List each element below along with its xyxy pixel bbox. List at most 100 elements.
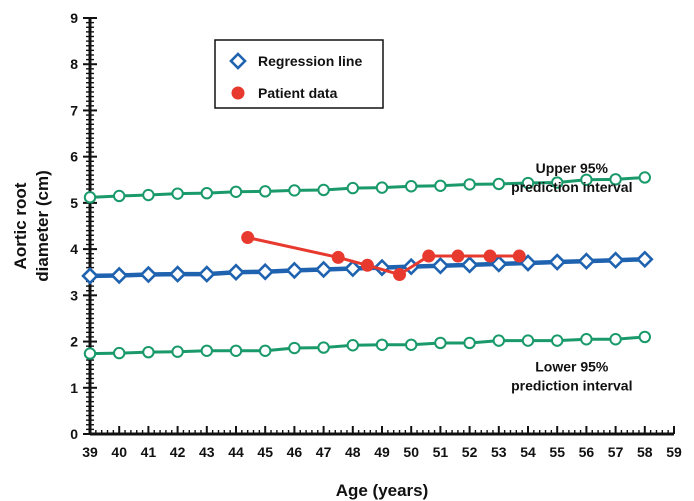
y-tick-label: 7 — [70, 102, 78, 118]
series-layer — [81, 171, 654, 360]
legend-dot-marker — [231, 86, 245, 100]
patient-series — [241, 231, 526, 282]
x-tick-label: 54 — [520, 444, 536, 460]
y-tick-label: 1 — [70, 380, 78, 396]
x-tick-label: 51 — [433, 444, 449, 460]
lower-interval-series-marker — [580, 333, 593, 346]
upper-interval-series-marker — [375, 181, 389, 194]
regression-series-marker — [343, 259, 362, 278]
lower-interval-series-marker — [259, 344, 272, 357]
y-tick-label: 4 — [70, 241, 78, 257]
lower-interval-series-marker — [609, 333, 622, 346]
x-tick-label: 48 — [345, 444, 361, 460]
upper-interval-series-marker — [200, 186, 214, 200]
upper-interval-series-marker — [638, 171, 651, 184]
lower-interval-series-marker — [142, 345, 155, 359]
regression-series-marker — [168, 265, 187, 283]
upper-interval-label: Upper 95% prediction interval — [511, 160, 632, 195]
x-tick-label: 40 — [111, 444, 127, 460]
lower-interval-series-marker — [521, 334, 535, 347]
y-tick-label: 3 — [70, 287, 78, 303]
patient-series-marker — [241, 231, 255, 245]
annotation-line: Lower 95% — [535, 359, 609, 375]
upper-interval-series-marker — [580, 173, 593, 186]
lower-interval-series-marker — [83, 347, 97, 360]
x-tick-label: 53 — [491, 444, 507, 460]
upper-interval-series-marker — [229, 185, 243, 198]
lower-interval-series-marker — [375, 338, 389, 351]
lower-interval-series-marker — [551, 334, 564, 347]
patient-series-marker — [393, 268, 407, 282]
y-axis-title-line: diameter (cm) — [33, 170, 52, 281]
regression-series-marker — [314, 260, 333, 279]
regression-series-marker — [227, 263, 245, 282]
y-axis-title: Aortic root diameter (cm) — [11, 170, 52, 281]
lower-interval-label: Lower 95% prediction interval — [511, 359, 632, 394]
x-tick-label: 43 — [199, 444, 215, 460]
annotation-line: prediction interval — [511, 179, 632, 195]
upper-interval-series-marker — [463, 178, 476, 191]
lower-interval-series-marker — [463, 336, 476, 350]
legend-label-regression: Regression line — [258, 53, 362, 69]
regression-series-marker — [256, 262, 275, 281]
regression-series-marker — [489, 255, 508, 273]
lower-interval-series-marker — [113, 346, 126, 360]
upper-interval-series-marker — [492, 177, 505, 191]
regression-series-marker — [197, 265, 216, 283]
x-tick-label: 46 — [287, 444, 303, 460]
upper-interval-series-marker — [113, 189, 126, 203]
patient-series-marker — [331, 250, 345, 264]
upper-interval-series-marker — [346, 181, 359, 195]
y-tick-label: 2 — [70, 334, 78, 350]
x-tick-label: 56 — [579, 444, 595, 460]
upper-interval-series-marker — [259, 185, 272, 198]
y-tick-label: 0 — [70, 426, 78, 442]
regression-series-marker — [548, 253, 567, 271]
regression-series-marker — [606, 251, 625, 270]
x-tick-label: 49 — [374, 444, 390, 460]
lower-interval-series-marker — [434, 336, 447, 350]
x-tick-label: 55 — [549, 444, 565, 460]
x-tick-label: 52 — [462, 444, 478, 460]
lower-interval-series-marker — [405, 338, 418, 351]
regression-series-marker — [285, 261, 304, 280]
regression-series-marker — [431, 256, 450, 275]
regression-series-marker — [460, 255, 479, 274]
regression-series-marker — [577, 252, 596, 270]
upper-interval-series-marker — [142, 188, 155, 202]
y-tick-label: 6 — [70, 149, 78, 165]
x-tick-label: 42 — [170, 444, 186, 460]
upper-interval-series-marker — [288, 184, 301, 197]
x-tick-label: 50 — [403, 444, 419, 460]
x-tick-label: 58 — [637, 444, 653, 460]
legend: Regression line Patient data — [214, 39, 384, 109]
x-tick-label: 45 — [257, 444, 273, 460]
y-axis-title-line: Aortic root — [11, 182, 30, 269]
y-tick-label: 9 — [70, 10, 78, 26]
lower-interval-series-marker — [317, 341, 330, 354]
upper-interval-series-marker — [83, 191, 97, 204]
patient-series-marker — [483, 249, 497, 263]
upper-interval-series-marker — [171, 187, 184, 200]
upper-interval-series-marker — [551, 176, 564, 189]
x-tick-label: 44 — [228, 444, 244, 460]
lower-interval-series-marker — [346, 339, 359, 352]
legend-label-patient: Patient data — [258, 85, 338, 101]
x-tick-label: 59 — [666, 444, 682, 460]
annotation-layer: Upper 95% prediction interval Lower 95% pre… — [511, 160, 632, 394]
y-tick-label: 8 — [70, 56, 78, 72]
regression-series-marker — [635, 250, 654, 269]
legend-item-regression: Regression line — [229, 52, 362, 70]
upper-interval-series-marker — [317, 183, 330, 197]
lower-interval-series-marker — [171, 345, 184, 358]
lower-interval-series-marker — [492, 334, 505, 347]
lower-interval-series-marker — [229, 344, 243, 357]
annotation-line: Upper 95% — [536, 160, 609, 176]
patient-series-marker — [512, 249, 526, 263]
y-tick-label: 5 — [70, 195, 78, 211]
upper-interval-series-marker — [521, 176, 535, 190]
legend-item-patient: Patient data — [231, 85, 338, 101]
